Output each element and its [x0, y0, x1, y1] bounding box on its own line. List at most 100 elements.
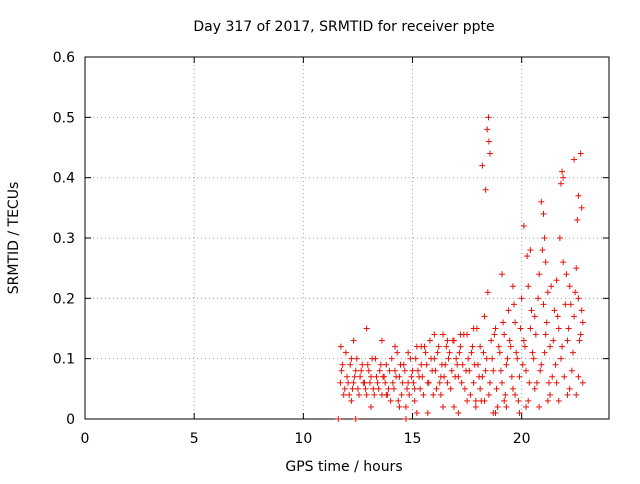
data-point — [448, 367, 455, 374]
data-point — [371, 391, 378, 398]
data-point — [561, 373, 568, 380]
data-point — [373, 373, 380, 380]
data-point — [350, 337, 357, 344]
data-point — [363, 325, 370, 332]
data-point — [496, 349, 503, 356]
data-point — [520, 337, 527, 344]
data-point — [377, 361, 384, 368]
data-point — [386, 367, 393, 374]
data-point — [531, 385, 538, 392]
data-point — [396, 403, 403, 410]
data-point — [341, 385, 348, 392]
data-point — [428, 355, 435, 362]
data-point — [566, 283, 573, 290]
data-point — [501, 397, 508, 404]
data-point — [411, 397, 418, 404]
data-point — [441, 373, 448, 380]
data-point — [525, 283, 532, 290]
data-point — [360, 379, 367, 386]
data-point — [547, 391, 554, 398]
data-point — [573, 265, 580, 272]
data-point — [509, 385, 516, 392]
data-point — [459, 361, 466, 368]
data-point — [435, 343, 442, 350]
data-point — [491, 331, 498, 338]
data-point — [569, 349, 576, 356]
data-point — [506, 337, 513, 344]
data-point — [517, 325, 524, 332]
data-point — [547, 343, 554, 350]
x-axis-label: GPS time / hours — [285, 459, 402, 475]
data-point — [540, 210, 547, 217]
data-point — [563, 271, 570, 278]
data-point — [494, 403, 501, 410]
data-point — [411, 385, 418, 392]
data-point — [482, 367, 489, 374]
data-point — [426, 337, 433, 344]
data-point — [392, 367, 399, 374]
data-point — [499, 379, 506, 386]
data-point — [457, 331, 464, 338]
data-point — [519, 361, 526, 368]
data-point — [348, 355, 355, 362]
data-point — [574, 216, 581, 223]
data-point — [575, 192, 582, 199]
data-point — [462, 367, 469, 374]
data-point — [497, 367, 504, 374]
data-point — [434, 349, 441, 356]
data-point — [577, 331, 584, 338]
data-point — [438, 361, 445, 368]
chart-title: Day 317 of 2017, SRMTID for receiver ppt… — [193, 19, 494, 35]
data-point — [457, 343, 464, 350]
data-point — [548, 283, 555, 290]
data-point — [370, 385, 377, 392]
data-point — [487, 150, 494, 157]
data-point — [348, 397, 355, 404]
data-point — [527, 325, 534, 332]
data-point — [374, 379, 381, 386]
data-point — [545, 379, 552, 386]
data-point — [512, 391, 519, 398]
data-point — [368, 373, 375, 380]
data-point — [490, 367, 497, 374]
data-point — [357, 373, 364, 380]
data-point — [555, 325, 562, 332]
data-point — [538, 198, 545, 205]
data-point — [468, 349, 475, 356]
y-tick-label: 0.4 — [53, 171, 75, 187]
data-point — [557, 355, 564, 362]
data-point — [422, 349, 429, 356]
data-point — [549, 373, 556, 380]
data-point — [516, 373, 523, 380]
data-point — [512, 319, 519, 326]
data-point — [560, 259, 567, 266]
data-point — [537, 367, 544, 374]
data-point — [481, 313, 488, 320]
data-point — [418, 361, 425, 368]
data-point — [445, 355, 452, 362]
data-point — [488, 337, 495, 344]
data-point — [342, 349, 349, 356]
data-point — [484, 126, 491, 133]
data-point — [489, 355, 496, 362]
data-point — [449, 337, 456, 344]
data-point — [402, 403, 409, 410]
data-point — [398, 391, 405, 398]
data-point — [444, 379, 451, 386]
data-point — [347, 361, 354, 368]
data-point — [485, 391, 492, 398]
data-point — [413, 409, 420, 416]
data-point — [479, 162, 486, 169]
data-point — [469, 343, 476, 350]
data-point — [472, 397, 479, 404]
data-point — [523, 367, 530, 374]
data-point — [503, 403, 510, 410]
data-point — [364, 361, 371, 368]
data-point — [551, 307, 558, 314]
data-point — [465, 355, 472, 362]
data-point — [578, 204, 585, 211]
data-point — [440, 331, 447, 338]
data-point — [568, 367, 575, 374]
data-point — [477, 343, 484, 350]
